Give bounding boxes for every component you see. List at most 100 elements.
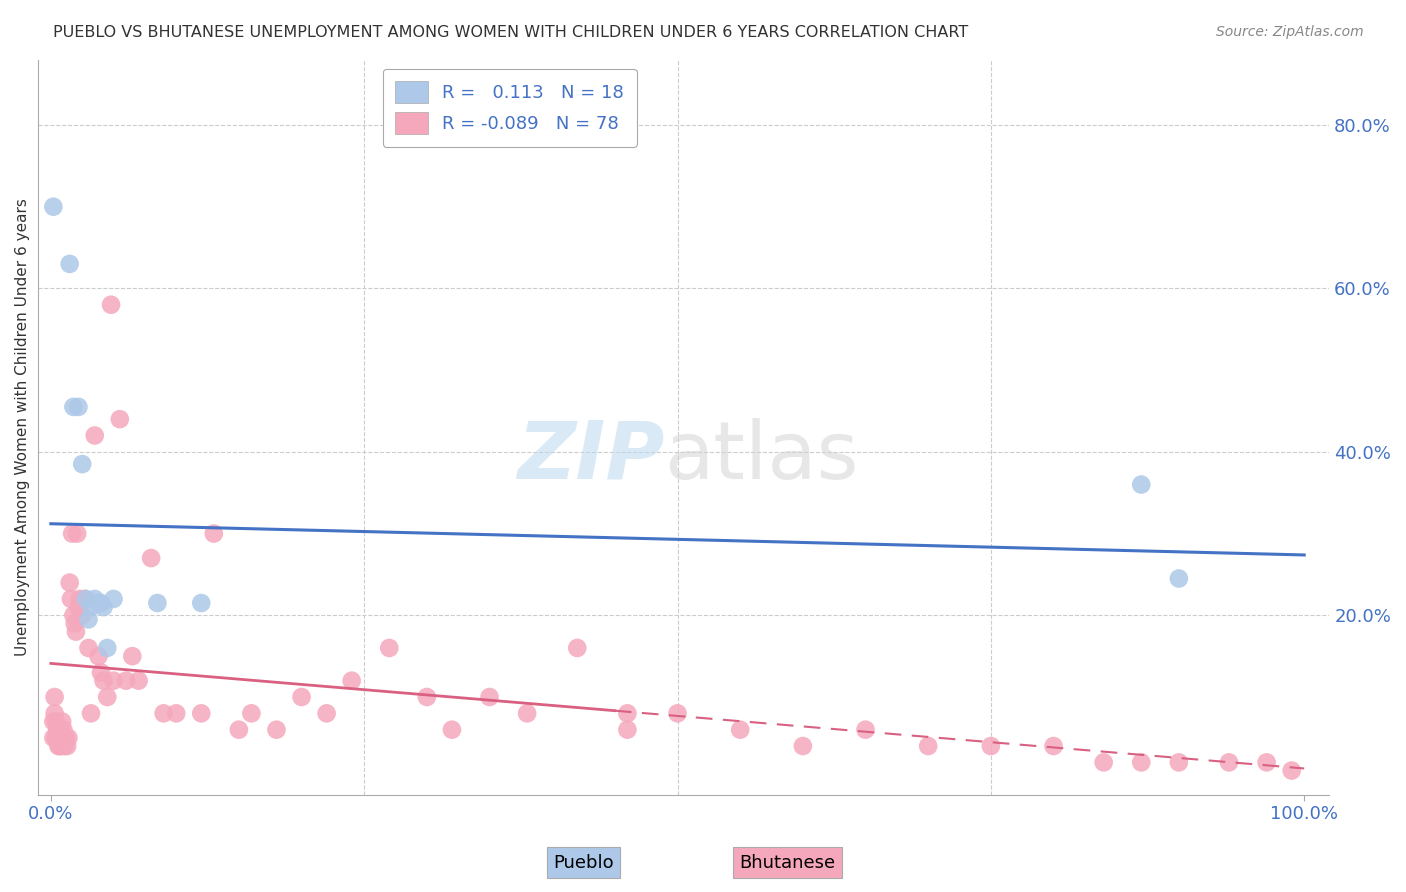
Point (567, 640, 589, 655)
Point (44, 706, 66, 721)
Point (917, 739, 939, 753)
Point (52, 731, 75, 745)
Point (66, 526, 89, 541)
Point (49, 723, 72, 737)
Text: Pueblo: Pueblo (553, 854, 614, 871)
Point (62, 400, 84, 414)
Point (1130, 477, 1153, 491)
Point (190, 596, 212, 610)
Point (46, 731, 69, 745)
Point (416, 690, 439, 704)
Point (190, 706, 212, 721)
Point (96, 640, 118, 655)
Point (49, 739, 72, 753)
Point (63, 616, 86, 631)
Point (1042, 739, 1064, 753)
Point (75, 591, 97, 606)
Point (1167, 756, 1189, 770)
Point (45, 731, 67, 745)
Point (616, 706, 638, 721)
Point (93, 673, 115, 688)
Point (146, 596, 169, 610)
Point (139, 551, 162, 566)
Point (340, 673, 363, 688)
Point (228, 723, 250, 737)
Point (152, 706, 174, 721)
Point (42, 714, 65, 729)
Point (108, 412, 131, 426)
Point (103, 673, 125, 688)
Point (55, 731, 77, 745)
Point (77, 640, 100, 655)
Point (290, 690, 312, 704)
Point (728, 723, 751, 737)
Point (83, 591, 105, 606)
Legend: R =   0.113   N = 18, R = -0.089   N = 78: R = 0.113 N = 18, R = -0.089 N = 78 (382, 69, 637, 147)
Point (56, 739, 79, 753)
Point (80, 706, 103, 721)
Point (73, 591, 96, 606)
Point (90, 596, 112, 610)
Point (59, 591, 82, 606)
Point (77, 612, 100, 626)
Point (87, 649, 110, 664)
Point (96, 690, 118, 704)
Point (792, 739, 814, 753)
Y-axis label: Unemployment Among Women with Children Under 6 years: Unemployment Among Women with Children U… (15, 198, 30, 657)
Point (67, 600, 90, 615)
Point (51, 731, 73, 745)
Point (378, 640, 401, 655)
Point (42, 200, 65, 214)
Point (1218, 756, 1240, 770)
Point (65, 624, 87, 639)
Point (1167, 572, 1189, 586)
Point (315, 706, 337, 721)
Point (42, 731, 65, 745)
Point (103, 591, 125, 606)
Point (616, 723, 638, 737)
Point (87, 596, 110, 610)
Point (165, 706, 187, 721)
Point (100, 298, 122, 312)
Point (60, 526, 83, 541)
Point (115, 673, 138, 688)
Point (1092, 756, 1115, 770)
Point (59, 575, 82, 590)
Point (48, 739, 70, 753)
Point (666, 706, 689, 721)
Point (44, 690, 66, 704)
Point (51, 714, 73, 729)
Point (45, 714, 67, 729)
Point (46, 723, 69, 737)
Point (240, 706, 263, 721)
Text: atlas: atlas (665, 417, 859, 496)
Point (121, 649, 143, 664)
Point (80, 600, 103, 615)
Point (516, 706, 538, 721)
Point (83, 428, 105, 442)
Point (67, 400, 90, 414)
Point (48, 723, 70, 737)
Point (48, 739, 70, 753)
Text: ZIP: ZIP (517, 417, 665, 496)
Text: Bhutanese: Bhutanese (740, 854, 835, 871)
Point (59, 257, 82, 271)
Point (58, 731, 80, 745)
Point (1281, 764, 1303, 778)
Point (128, 673, 150, 688)
Point (855, 723, 877, 737)
Point (93, 600, 115, 615)
Point (980, 739, 1002, 753)
Point (70, 608, 93, 623)
Point (70, 457, 93, 471)
Text: PUEBLO VS BHUTANESE UNEMPLOYMENT AMONG WOMEN WITH CHILDREN UNDER 6 YEARS CORRELA: PUEBLO VS BHUTANESE UNEMPLOYMENT AMONG W… (53, 25, 969, 40)
Point (1256, 756, 1278, 770)
Point (266, 723, 288, 737)
Point (69, 591, 91, 606)
Point (52, 723, 75, 737)
Point (478, 690, 501, 704)
Point (1130, 756, 1153, 770)
Point (53, 739, 76, 753)
Point (90, 665, 112, 680)
Text: Source: ZipAtlas.com: Source: ZipAtlas.com (1216, 25, 1364, 39)
